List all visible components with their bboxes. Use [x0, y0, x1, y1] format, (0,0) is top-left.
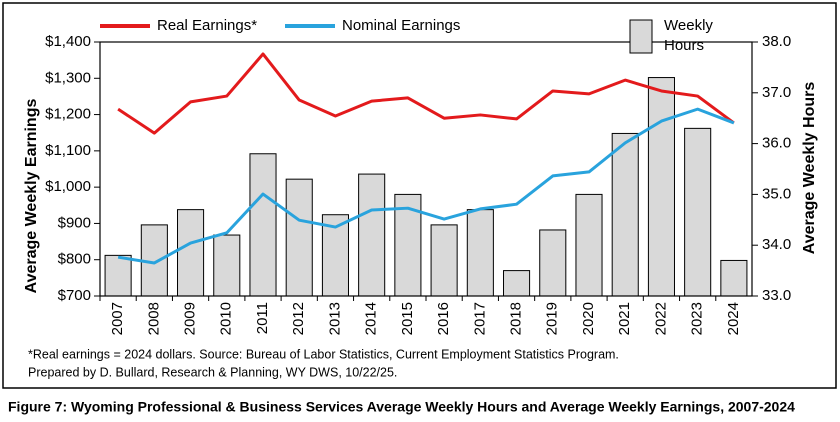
x-tick-label: 2015	[399, 302, 416, 335]
x-tick-label: 2021	[616, 302, 633, 335]
y2-tick-label: 38.0	[762, 33, 791, 50]
bar	[177, 209, 205, 297]
y2-axis-title: Average Weekly Hours	[801, 82, 818, 255]
line	[117, 52, 735, 135]
bar	[104, 254, 132, 297]
y-tick-label: $1,100	[45, 142, 91, 159]
y2-tick-label: 37.0	[762, 84, 791, 101]
y-tick-label: $1,200	[45, 106, 91, 123]
bar	[503, 270, 531, 297]
note: Prepared by D. Bullard, Research & Plann…	[28, 365, 397, 379]
x-tick-label: 2024	[725, 302, 742, 335]
x-tick-label: 2016	[435, 302, 452, 335]
y-tick-label: $800	[58, 251, 91, 268]
legend-label: Weekly Hours	[664, 17, 713, 54]
legend-label: Real Earnings*	[157, 17, 257, 34]
x-tick-label: 2012	[290, 302, 307, 335]
y-tick-label: $1,000	[45, 178, 91, 195]
bar	[285, 178, 313, 297]
bar	[358, 173, 386, 297]
x-tick-label: 2008	[145, 302, 162, 335]
legend-label-box: Weekly Hours	[664, 17, 713, 54]
y2-tick-label: 33.0	[762, 287, 791, 304]
y-axis-title: Average Weekly Earnings	[23, 99, 40, 294]
bar	[213, 234, 241, 297]
bar	[249, 153, 277, 297]
legend-swatch	[629, 19, 653, 54]
bar	[575, 193, 603, 297]
bar	[720, 259, 748, 297]
x-tick-label: 2010	[218, 302, 235, 335]
y-tick-label: $900	[58, 214, 91, 231]
x-tick-label: 2019	[544, 302, 561, 335]
y-tick-label: $1,400	[45, 33, 91, 50]
legend-label: Nominal Earnings	[342, 17, 460, 34]
note: *Real earnings = 2024 dollars. Source: B…	[28, 347, 619, 361]
x-tick-label: 2023	[689, 302, 706, 335]
y2-tick-label: 34.0	[762, 236, 791, 253]
bar	[684, 127, 712, 297]
x-tick-label: 2014	[363, 302, 380, 335]
caption: Figure 7: Wyoming Professional & Busines…	[8, 399, 795, 415]
y-tick-label: $700	[58, 287, 91, 304]
bar	[466, 209, 494, 297]
bar	[539, 229, 567, 297]
x-tick-label: 2009	[182, 302, 199, 335]
bar	[430, 224, 458, 297]
x-tick-label: 2020	[580, 302, 597, 335]
x-tick-label: 2017	[471, 302, 488, 335]
bar	[647, 77, 675, 297]
x-tick-label: 2013	[326, 302, 343, 335]
x-tick-label: 2011	[254, 302, 271, 334]
frame	[2, 2, 837, 389]
line	[117, 107, 735, 265]
bar	[611, 132, 639, 297]
x-tick-label: 2007	[109, 302, 126, 335]
x-tick-label: 2022	[652, 302, 669, 335]
y2-tick-label: 35.0	[762, 185, 791, 202]
y-tick-label: $1,300	[45, 69, 91, 86]
x-tick-label: 2018	[508, 302, 525, 335]
y2-tick-label: 36.0	[762, 135, 791, 152]
